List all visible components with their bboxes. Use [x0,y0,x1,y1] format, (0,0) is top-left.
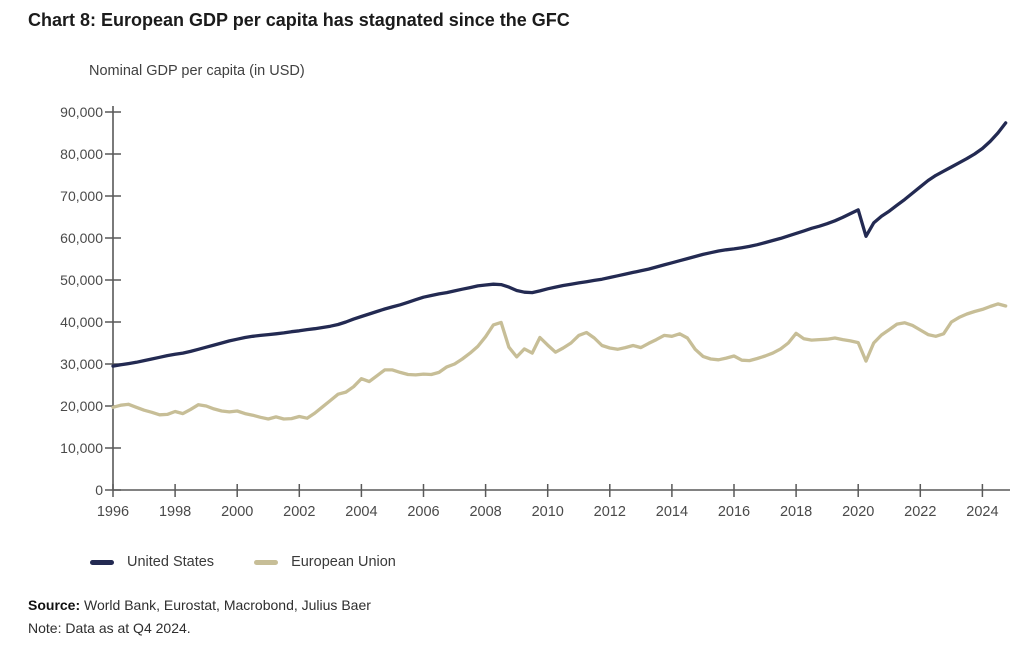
united-states-series-line [111,121,1008,368]
x-tick-label: 1996 [97,504,129,520]
y-tick-label: 60,000 [60,230,103,246]
y-tick-label: 80,000 [60,146,103,162]
x-tick-label: 2002 [283,504,315,520]
legend-item-european-union: European Union [254,554,396,570]
legend-label-united-states: United States [127,554,215,570]
chart-title: Chart 8: European GDP per capita has sta… [28,10,570,30]
y-tick-label: 0 [95,482,103,498]
european-union-series-line [111,302,1008,421]
y-tick-label: 20,000 [60,398,103,414]
x-tick-label: 2024 [966,504,998,520]
x-tick-label: 2018 [780,504,812,520]
y-tick-label: 90,000 [60,104,103,120]
x-tick-label: 2016 [718,504,750,520]
source-text: World Bank, Eurostat, Macrobond, Julius … [80,597,371,613]
legend-label-european-union: European Union [291,554,396,570]
y-tick-label: 70,000 [60,188,103,204]
legend: United States European Union [90,554,436,570]
x-tick-label: 2006 [407,504,439,520]
x-tick-label: 2022 [904,504,936,520]
source-label: Source: [28,597,81,613]
x-tick-label: 2004 [345,504,377,520]
x-tick-label: 1998 [159,504,191,520]
legend-item-united-states: United States [90,554,214,570]
x-tick-label: 2014 [656,504,688,520]
x-tick-label: 2020 [842,504,874,520]
y-tick-label: 10,000 [60,440,103,456]
y-axis-unit-label: Nominal GDP per capita (in USD) [89,63,305,79]
united-states-line-swatch [90,559,114,565]
european-union-line-swatch [254,559,279,565]
source-line: Source: World Bank, Eurostat, Macrobond,… [28,597,371,613]
note-line: Note: Data as at Q4 2024. [28,620,191,636]
y-tick-label: 30,000 [60,356,103,372]
x-tick-label: 2012 [594,504,626,520]
x-tick-label: 2000 [221,504,253,520]
x-tick-label: 2008 [469,504,501,520]
x-tick-label: 2010 [532,504,564,520]
y-tick-label: 40,000 [60,314,103,330]
y-tick-label: 50,000 [60,272,103,288]
